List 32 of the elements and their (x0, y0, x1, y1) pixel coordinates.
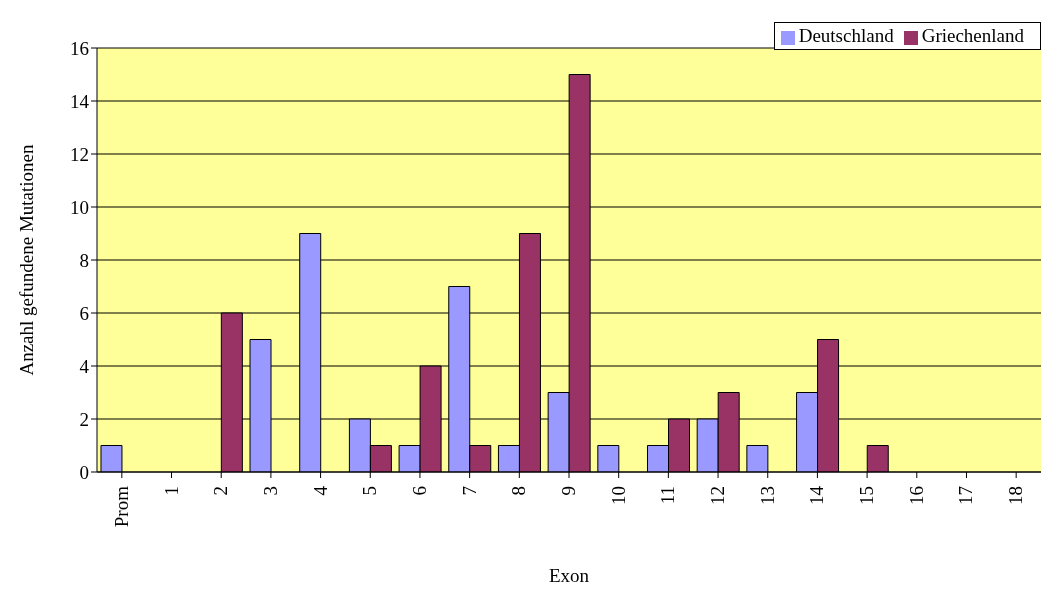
y-axis-title: Anzahl gefundene Mutationen (15, 143, 37, 376)
y-tick-label: 0 (79, 461, 89, 483)
x-tick-label: Prom (110, 485, 132, 528)
y-tick-label: 14 (70, 90, 90, 112)
y-tick-label: 2 (79, 408, 89, 430)
x-tick-label: 16 (905, 486, 927, 505)
x-tick-label: 7 (458, 486, 480, 496)
x-tick-label: 15 (856, 486, 878, 505)
x-tick-label: 2 (210, 486, 232, 496)
x-tick-label: 18 (1005, 486, 1027, 505)
x-tick-label: 3 (259, 486, 281, 496)
x-tick-label: 9 (558, 486, 579, 496)
x-tick-label: 8 (508, 486, 530, 496)
y-tick-label: 10 (70, 196, 89, 218)
x-tick-label: 4 (309, 485, 331, 496)
x-tick-label: 6 (408, 486, 430, 496)
x-tick-label: 10 (607, 486, 629, 505)
y-tick-label: 8 (79, 249, 89, 271)
x-tick-label: 12 (707, 486, 729, 505)
y-tick-label: 12 (70, 143, 89, 165)
y-tick-label: 4 (79, 355, 90, 377)
x-tick-label: 5 (359, 486, 381, 496)
x-tick-label: 1 (160, 486, 182, 496)
x-axis-title: Exon (548, 565, 590, 586)
legend-label: Deutschland (798, 25, 894, 46)
legend-label: Griechenland (921, 25, 1024, 46)
x-tick-label: 11 (657, 486, 679, 505)
x-tick-label: 14 (806, 485, 828, 505)
x-tick-label: 13 (756, 486, 778, 505)
x-tick-label: 17 (955, 486, 977, 505)
y-tick-label: 16 (70, 37, 89, 59)
y-tick-label: 6 (79, 302, 89, 324)
